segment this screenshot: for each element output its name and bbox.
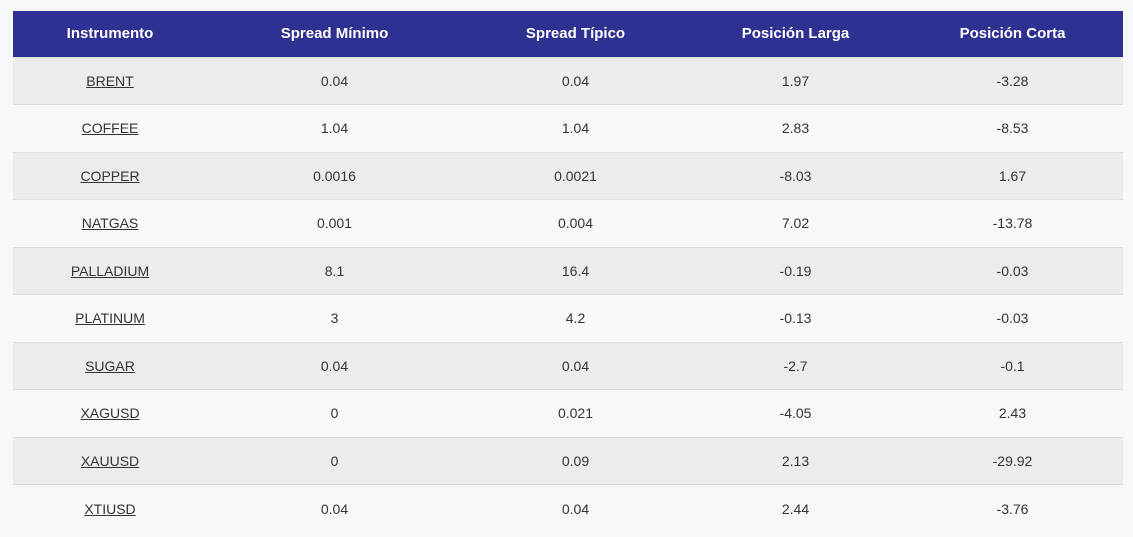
short-position-cell: -0.1	[1000, 357, 1025, 374]
spread-min-cell: 8.1	[324, 262, 345, 279]
table-row: COFFEE 1.04 1.04 2.83 -8.53	[13, 104, 1123, 153]
instrument-cell: XAUUSD	[13, 437, 207, 485]
instrument-link[interactable]: XTIUSD	[84, 500, 136, 517]
long-position-cell: -0.13	[779, 310, 812, 327]
header-long-position: Posición Larga	[741, 25, 850, 43]
table-body: BRENT 0.04 0.04 1.97 -3.28 COFFEE 1.04 1.04 2.83…	[13, 57, 1123, 532]
header-instrument: Instrumento	[66, 25, 154, 43]
instrument-link[interactable]: PLATINUM	[75, 310, 145, 327]
header-spread-typ: Spread Típico	[525, 25, 626, 43]
table-row: BRENT 0.04 0.04 1.97 -3.28	[13, 57, 1123, 105]
instrument-cell: BRENT	[13, 57, 207, 105]
instrument-link[interactable]: NATGAS	[81, 215, 139, 232]
long-position-cell: -4.05	[779, 405, 812, 422]
short-position-cell: -0.03	[996, 262, 1029, 279]
table-row: PALLADIUM 8.1 16.4 -0.19 -0.03	[13, 247, 1123, 295]
long-position-cell: 2.13	[781, 452, 810, 469]
long-position-cell: 1.97	[781, 72, 810, 89]
spread-typ-cell: 0.09	[561, 452, 590, 469]
instruments-table-container: Instrumento Spread Mínimo Spread Típico …	[13, 11, 1123, 532]
long-position-cell: 2.44	[781, 500, 810, 517]
spread-typ-cell: 4.2	[565, 310, 586, 327]
spread-min-cell: 0.04	[320, 357, 349, 374]
instrument-link[interactable]: COFFEE	[81, 120, 139, 137]
short-position-cell: -3.28	[996, 72, 1029, 89]
spread-typ-cell: 0.04	[561, 72, 590, 89]
spread-min-cell: 3	[330, 310, 339, 327]
spread-min-cell: 0.04	[320, 72, 349, 89]
spread-min-cell: 1.04	[320, 120, 349, 137]
instruments-table: Instrumento Spread Mínimo Spread Típico …	[13, 11, 1123, 532]
table-row: PLATINUM 3 4.2 -0.13 -0.03	[13, 294, 1123, 343]
instrument-cell: XAGUSD	[13, 390, 207, 438]
short-position-cell: -8.53	[996, 120, 1029, 137]
instrument-cell: PALLADIUM	[13, 247, 207, 295]
spread-typ-cell: 1.04	[561, 120, 590, 137]
table-row: NATGAS 0.001 0.004 7.02 -13.78	[13, 199, 1123, 248]
spread-typ-cell: 16.4	[561, 262, 590, 279]
long-position-cell: -8.03	[779, 167, 812, 184]
instrument-cell: XTIUSD	[13, 485, 207, 533]
instrument-link[interactable]: XAUUSD	[80, 452, 140, 469]
instrument-cell: COPPER	[13, 152, 207, 200]
spread-typ-cell: 0.04	[561, 357, 590, 374]
spread-min-cell: 0	[330, 452, 339, 469]
short-position-cell: -29.92	[992, 452, 1033, 469]
instrument-cell: SUGAR	[13, 342, 207, 390]
header-spread-min: Spread Mínimo	[280, 25, 389, 43]
spread-min-cell: 0	[330, 405, 339, 422]
spread-typ-cell: 0.0021	[554, 167, 597, 184]
header-short-position: Posición Corta	[959, 25, 1066, 43]
instrument-cell: PLATINUM	[13, 295, 207, 343]
long-position-cell: 2.83	[781, 120, 810, 137]
spread-typ-cell: 0.004	[557, 215, 594, 232]
long-position-cell: -2.7	[783, 357, 808, 374]
table-row: COPPER 0.0016 0.0021 -8.03 1.67	[13, 152, 1123, 200]
instrument-cell: COFFEE	[13, 105, 207, 153]
long-position-cell: -0.19	[779, 262, 812, 279]
short-position-cell: 2.43	[998, 405, 1027, 422]
instrument-link[interactable]: BRENT	[86, 72, 134, 89]
short-position-cell: -13.78	[992, 215, 1033, 232]
table-header-row: Instrumento Spread Mínimo Spread Típico …	[13, 11, 1123, 57]
short-position-cell: -0.03	[996, 310, 1029, 327]
short-position-cell: 1.67	[998, 167, 1027, 184]
instrument-link[interactable]: PALLADIUM	[70, 262, 150, 279]
spread-min-cell: 0.0016	[313, 167, 356, 184]
spread-typ-cell: 0.021	[557, 405, 594, 422]
table-row: XTIUSD 0.04 0.04 2.44 -3.76	[13, 484, 1123, 533]
table-row: SUGAR 0.04 0.04 -2.7 -0.1	[13, 342, 1123, 390]
instrument-link[interactable]: XAGUSD	[80, 405, 140, 422]
spread-typ-cell: 0.04	[561, 500, 590, 517]
instrument-link[interactable]: SUGAR	[85, 357, 135, 374]
instrument-link[interactable]: COPPER	[80, 167, 140, 184]
spread-min-cell: 0.001	[316, 215, 353, 232]
short-position-cell: -3.76	[996, 500, 1029, 517]
instrument-cell: NATGAS	[13, 200, 207, 248]
table-row: XAGUSD 0 0.021 -4.05 2.43	[13, 389, 1123, 438]
spread-min-cell: 0.04	[320, 500, 349, 517]
long-position-cell: 7.02	[781, 215, 810, 232]
table-row: XAUUSD 0 0.09 2.13 -29.92	[13, 437, 1123, 485]
